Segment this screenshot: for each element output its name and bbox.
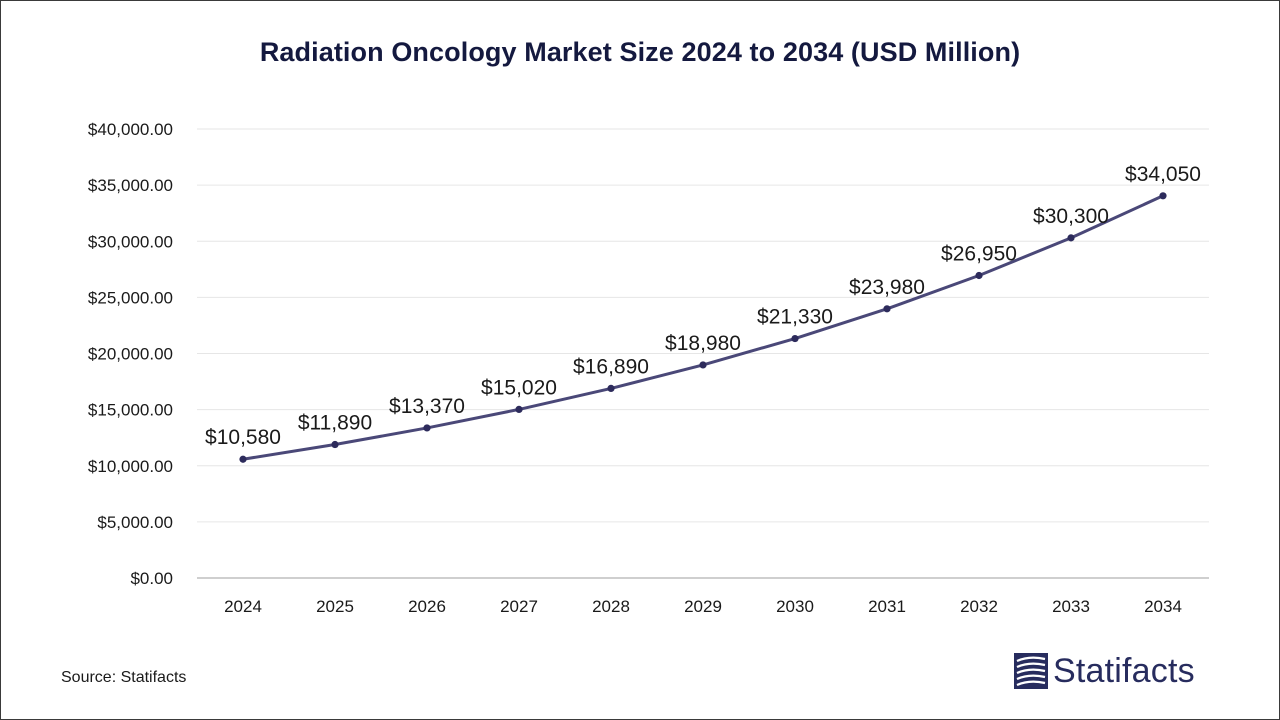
x-tick-label: 2033	[1052, 597, 1090, 616]
data-label: $16,890	[573, 355, 649, 378]
series-layer	[239, 192, 1167, 463]
gridlines	[197, 128, 1209, 523]
y-tick-label: $15,000.00	[88, 401, 173, 420]
data-labels: $10,580 $11,890 $13,370 $15,020 $16,890 $18,9…	[205, 163, 1201, 449]
y-tick-label: $35,000.00	[88, 176, 173, 195]
brand-logo-group: Statifacts	[1014, 651, 1195, 691]
y-tick-label: $5,000.00	[97, 513, 173, 532]
x-tick-label: 2032	[960, 597, 998, 616]
axes: $0.00 $5,000.00 $10,000.00 $15,000.00 $20,00…	[88, 120, 1209, 616]
y-tick-label: $10,000.00	[88, 457, 173, 476]
line-chart: $0.00 $5,000.00 $10,000.00 $15,000.00 $20,00…	[88, 120, 1209, 616]
data-point	[699, 361, 707, 369]
statifacts-logo-icon	[1014, 653, 1048, 689]
y-tick-label: $40,000.00	[88, 120, 173, 139]
data-label: $30,300	[1033, 205, 1109, 228]
brand-name: Statifacts	[1053, 652, 1195, 690]
y-tick-label: $20,000.00	[88, 345, 173, 364]
data-point	[515, 405, 523, 414]
x-tick-label: 2029	[684, 597, 722, 616]
y-tick-label: $25,000.00	[88, 288, 173, 307]
data-label: $23,980	[849, 276, 925, 299]
x-tick-label: 2034	[1144, 597, 1182, 616]
data-point	[975, 271, 983, 280]
data-label: $15,020	[481, 376, 557, 399]
data-point	[1067, 234, 1075, 242]
source-note: Source: Statifacts	[61, 669, 187, 686]
data-point	[883, 305, 891, 313]
x-tick-label: 2027	[500, 597, 538, 616]
chart-title: Radiation Oncology Market Size 2024 to 2…	[259, 37, 1021, 67]
y-tick-label: $0.00	[130, 569, 173, 588]
data-point	[331, 440, 339, 449]
data-label: $21,330	[757, 306, 833, 329]
data-label: $34,050	[1125, 163, 1201, 186]
data-point	[607, 384, 615, 393]
data-point	[423, 424, 431, 432]
x-tick-label: 2026	[408, 597, 446, 616]
data-label: $26,950	[941, 242, 1017, 265]
x-tick-label: 2024	[224, 597, 262, 616]
x-tick-label: 2028	[592, 597, 630, 616]
data-point	[239, 455, 247, 463]
data-point	[791, 334, 799, 343]
x-tick-label: 2025	[316, 597, 354, 616]
x-tick-label: 2031	[868, 597, 906, 616]
data-label: $11,890	[298, 412, 372, 435]
y-tick-label: $30,000.00	[88, 232, 173, 251]
data-label: $13,370	[389, 395, 465, 418]
data-label: $18,980	[665, 332, 741, 355]
data-label: $10,580	[205, 426, 281, 449]
data-point	[1159, 192, 1167, 200]
series-line	[241, 194, 1165, 461]
x-tick-label: 2030	[776, 597, 814, 616]
